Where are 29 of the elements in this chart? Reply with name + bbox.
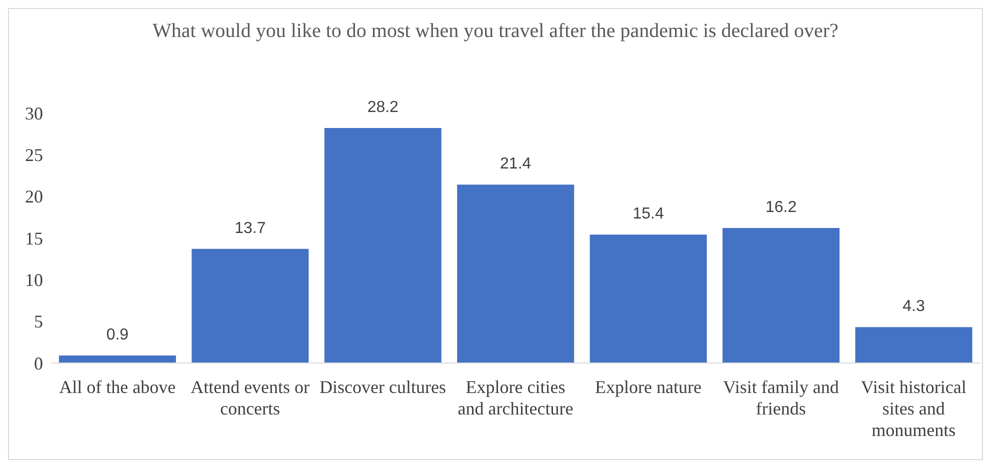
x-tick-label: Attend events or concerts (190, 377, 310, 419)
x-tick-label: All of the above (59, 377, 176, 397)
bar (192, 248, 309, 363)
y-tick-label: 5 (34, 312, 43, 332)
y-tick-label: 20 (25, 186, 43, 207)
bar (590, 234, 707, 363)
bar (457, 184, 574, 363)
y-tick-label: 15 (25, 228, 43, 248)
data-label: 28.2 (367, 99, 399, 116)
x-tick-label: Explore nature (594, 377, 702, 397)
y-tick-label: 0 (34, 353, 43, 374)
x-tick-label: Discover cultures (320, 377, 446, 397)
data-label: 13.7 (234, 220, 266, 237)
data-label: 4.3 (902, 298, 925, 316)
data-label: 15.4 (632, 206, 664, 223)
bar (58, 356, 176, 363)
y-tick-label: 30 (25, 103, 43, 124)
chart-title: What would you like to do most when you travel after the pandemic is declared over? (152, 19, 840, 44)
y-tick-label: 25 (25, 145, 43, 166)
bar (855, 327, 972, 363)
x-tick-label: Visit family and friends (722, 377, 839, 419)
x-tick-label: Explore cities and architecture (458, 377, 574, 419)
data-label: 0.9 (106, 326, 129, 344)
bar (324, 128, 442, 363)
x-tick-label: Visit historical sites and monuments (860, 377, 966, 440)
data-label: 21.4 (500, 156, 532, 173)
y-tick-label: 10 (25, 270, 43, 290)
bar (722, 228, 840, 363)
data-label: 16.2 (765, 199, 797, 216)
